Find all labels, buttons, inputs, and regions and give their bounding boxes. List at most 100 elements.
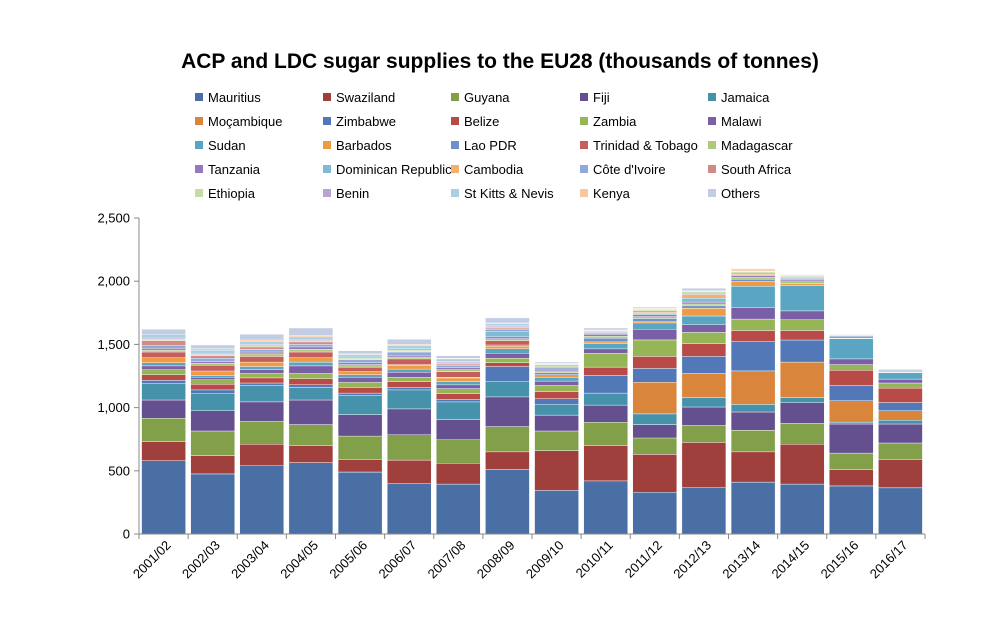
legend-label: Madagascar [721, 137, 793, 153]
bar-segment-jamaica-2010-11 [583, 392, 628, 406]
bar-segment-tanzania-2012-13 [681, 301, 727, 305]
bar-segment-mauritius-2003-04 [239, 465, 285, 535]
bar-segment-guyana-2006-07 [387, 434, 432, 461]
bar-segment-belize-2008-09 [485, 362, 530, 367]
legend-item-others: Others [708, 184, 760, 202]
bar-segment-others-2005-06 [337, 350, 383, 355]
legend-label: Guyana [464, 89, 510, 105]
bar-segment-jamaica-2007-08 [436, 401, 481, 420]
bar-segment-guyana-2012-13 [681, 425, 727, 443]
bar-segment-lao-pdr-2009-10 [534, 372, 579, 375]
bar-segment-zambia-2008-09 [485, 358, 530, 363]
bar-segment-sudan-2009-10 [534, 377, 579, 382]
legend-label: Cambodia [464, 161, 524, 177]
bar-segment-zambia-2001-02 [141, 369, 186, 376]
bar-segment-guyana-2005-06 [337, 435, 383, 460]
bar-segment-zambia-2002-03 [190, 379, 235, 385]
y-tick-label: 1,000 [97, 400, 130, 415]
bar-segment-zambia-2013-14 [730, 318, 776, 331]
bar-segment-mauritius-2013-14 [730, 482, 776, 535]
bar-segment-st-kitts-nevis-2003-04 [239, 341, 285, 345]
bar-segment-malawi-2016-17 [878, 379, 923, 384]
bar-segment-barbados-2006-07 [387, 365, 432, 370]
bar-segment-zimbabwe-2009-10 [534, 398, 579, 405]
legend-item-trinidad-tobago: Trinidad & Tobago [580, 136, 698, 154]
legend-swatch [323, 93, 331, 101]
bar-segment-malawi-2005-06 [337, 377, 383, 383]
bar-segment-belize-2010-11 [583, 367, 628, 376]
bar-segment-swaziland-2007-08 [436, 463, 481, 485]
legend-label: Zambia [593, 113, 637, 129]
bar-segment-swaziland-2016-17 [878, 459, 923, 488]
bar-segment-belize-2011-12 [632, 356, 677, 369]
bar-segment-belize-2005-06 [337, 387, 383, 394]
legend-item-fiji: Fiji [580, 88, 610, 106]
bar-segment-madagascar-2002-03 [190, 363, 235, 366]
bar-segment-others-2011-12 [632, 306, 677, 309]
bar-segment-st-kitts-nevis-2005-06 [337, 354, 383, 358]
bar-segment-sudan-2016-17 [878, 372, 923, 380]
bar-segment-swaziland-2004-05 [288, 445, 334, 463]
bar-segment-swaziland-2011-12 [632, 454, 677, 493]
bar-segment-swaziland-2013-14 [730, 451, 776, 483]
legend-label: Moçambique [208, 113, 283, 129]
bar-segment-others-2002-03 [190, 344, 235, 349]
legend-swatch [580, 165, 588, 173]
bar-segment-lao-pdr-2013-14 [730, 279, 776, 282]
bar-segment-zimbabwe-2008-09 [485, 366, 530, 382]
bar-segment-zambia-2016-17 [878, 382, 923, 389]
bar-segment-barbados-2004-05 [288, 357, 334, 363]
bar-segment-swaziland-2002-03 [190, 455, 235, 475]
bar-segment-benin-2016-17 [878, 368, 923, 370]
bar-segment-sudan-2006-07 [387, 368, 432, 373]
x-tick-label-2007-08: 2007/08 [425, 538, 469, 582]
bar-segment-fiji-2007-08 [436, 419, 481, 441]
bar-segment-madagascar-2006-07 [387, 356, 432, 360]
bar-segment-tanzania-2001-02 [141, 348, 186, 351]
bar-segment-guyana-2009-10 [534, 430, 579, 451]
bar-segment-fiji-2012-13 [681, 406, 727, 426]
bar-segment-mauritius-2008-09 [485, 469, 530, 535]
bar-segment-belize-2015-16 [829, 370, 874, 386]
bar-segment-cambodia-2012-13 [681, 294, 727, 299]
bar-segment-madagascar-2007-08 [436, 369, 481, 372]
y-tick-label: 1,500 [97, 337, 130, 352]
bar-segment-malawi-2009-10 [534, 380, 579, 386]
legend-label: Belize [464, 113, 500, 129]
bar-segment-zambia-2004-05 [288, 373, 334, 379]
bar-segment-barbados-2012-13 [681, 308, 727, 317]
bar-segment-swaziland-2015-16 [829, 469, 874, 487]
bar-segment-lao-pdr-2010-11 [583, 337, 628, 343]
legend-swatch [580, 117, 588, 125]
bar-segment-belize-2001-02 [141, 374, 186, 381]
legend-item-cote-d-ivoire: Côte d'Ivoire [580, 160, 666, 178]
bar-segment-barbados-2007-08 [436, 377, 481, 382]
legend-item-tanzania: Tanzania [195, 160, 260, 178]
bar-segment-south-africa-2002-03 [190, 355, 235, 359]
legend-label: Dominican Republic [336, 161, 452, 177]
bar-segment-zambia-2012-13 [681, 332, 727, 344]
bar-segment-guyana-2001-02 [141, 418, 186, 442]
x-tick-label-2005-06: 2005/06 [326, 538, 370, 582]
legend-swatch [708, 117, 716, 125]
legend-label: Others [721, 185, 761, 201]
bar-segment-jamaica-2015-16 [829, 421, 874, 425]
legend-label: Trinidad & Tobago [593, 137, 698, 153]
bar-segment-belize-2004-05 [288, 378, 334, 386]
bar-segment-swaziland-2009-10 [534, 450, 579, 491]
bar-segment-malawi-2003-04 [239, 369, 285, 374]
bar-segment-fiji-2004-05 [288, 399, 334, 425]
bar-segment-jamaica-2011-12 [632, 413, 677, 425]
bar-segment-mauritius-2004-05 [288, 462, 334, 535]
x-tick-label-2013-14: 2013/14 [719, 538, 763, 582]
legend-item-swaziland: Swaziland [323, 88, 395, 106]
bar-segment-swaziland-2003-04 [239, 444, 285, 466]
bar-segment-trinidad-tobago-2004-05 [288, 351, 334, 358]
legend-item-benin: Benin [323, 184, 369, 202]
legend-swatch [451, 93, 459, 101]
bar-segment-sudan-2002-03 [190, 375, 235, 378]
bar-segment-cote-d-ivoire-2004-05 [288, 344, 334, 348]
bar-segment-tanzania-2011-12 [632, 314, 677, 317]
bar-segment-mocambique-2015-16 [829, 400, 874, 423]
bar-segment-others-2015-16 [829, 334, 874, 336]
